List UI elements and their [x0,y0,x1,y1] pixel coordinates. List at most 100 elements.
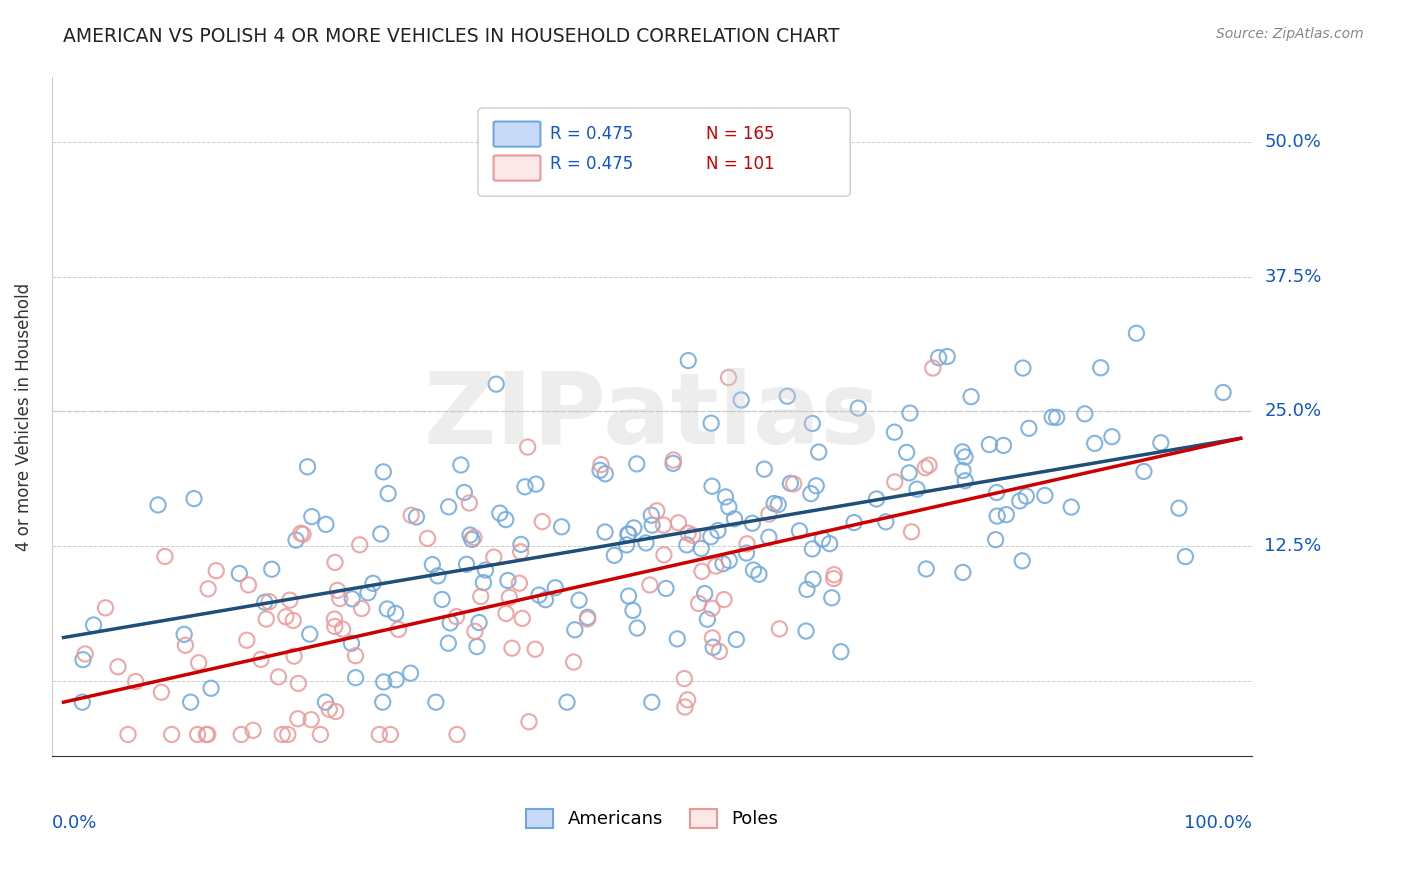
Americans [589,463,612,477]
Americans [83,618,105,632]
Americans [952,445,974,459]
Americans [754,462,776,476]
Americans [593,467,616,481]
Americans [344,671,367,685]
Poles [700,601,723,615]
Americans [730,392,752,407]
Americans [422,558,444,572]
Poles [482,550,505,565]
Poles [277,727,299,741]
Poles [399,508,422,523]
Americans [437,500,460,514]
Poles [197,727,219,741]
Americans [357,586,380,600]
Americans [993,438,1015,452]
Americans [544,581,567,595]
Americans [801,417,824,431]
Poles [187,656,209,670]
Americans [700,416,723,430]
Americans [450,458,472,472]
Americans [534,592,557,607]
Americans [439,615,461,630]
Poles [329,591,352,606]
Americans [576,610,599,624]
Text: ZIPatlas: ZIPatlas [423,368,880,466]
Text: 50.0%: 50.0% [1264,133,1322,151]
Poles [645,504,668,518]
Poles [75,647,97,661]
Americans [821,591,844,605]
Poles [717,370,740,384]
Poles [735,537,758,551]
Poles [323,612,346,626]
Americans [173,627,195,641]
Poles [470,590,492,604]
Americans [995,508,1018,522]
Americans [807,445,830,459]
FancyBboxPatch shape [494,155,540,180]
Legend: Americans, Poles: Americans, Poles [526,809,779,829]
Americans [527,588,550,602]
Americans [146,498,169,512]
Poles [668,516,690,530]
Americans [405,509,427,524]
Americans [373,675,395,690]
Poles [94,600,117,615]
Americans [399,666,422,681]
Poles [117,727,139,741]
Poles [713,592,735,607]
Poles [900,524,922,539]
Americans [700,530,723,544]
Poles [309,727,332,741]
Americans [776,389,799,403]
Americans [461,533,484,547]
Americans [285,533,308,547]
Poles [257,595,280,609]
Americans [472,575,495,590]
Poles [195,727,218,741]
Americans [373,465,395,479]
Americans [766,498,789,512]
Americans [960,390,983,404]
Poles [501,641,523,656]
Poles [517,714,540,729]
Americans [72,653,94,667]
Americans [617,589,640,603]
Poles [174,638,197,652]
Americans [260,562,283,576]
Americans [690,541,713,556]
Americans [1060,500,1083,515]
Americans [1133,465,1156,479]
Text: Source: ZipAtlas.com: Source: ZipAtlas.com [1216,27,1364,41]
Poles [325,705,347,719]
Americans [801,541,824,556]
Poles [921,361,943,376]
Americans [979,437,1001,451]
Americans [1174,549,1197,564]
Americans [811,532,834,546]
Americans [915,562,938,576]
Americans [426,569,449,583]
Americans [1008,494,1031,508]
Poles [883,475,905,489]
Americans [641,695,664,709]
Poles [662,453,685,467]
Americans [1167,501,1189,516]
Americans [707,524,730,538]
Americans [801,572,824,586]
Poles [783,476,806,491]
Poles [267,670,290,684]
Poles [688,596,710,610]
Text: N = 101: N = 101 [706,155,775,173]
Americans [830,645,852,659]
Americans [617,527,640,541]
FancyBboxPatch shape [478,108,851,196]
Americans [1011,554,1033,568]
Poles [323,619,346,633]
Poles [524,642,547,657]
Poles [323,555,346,569]
Poles [299,713,322,727]
Americans [640,508,662,523]
Americans [846,401,869,416]
Americans [702,640,724,655]
